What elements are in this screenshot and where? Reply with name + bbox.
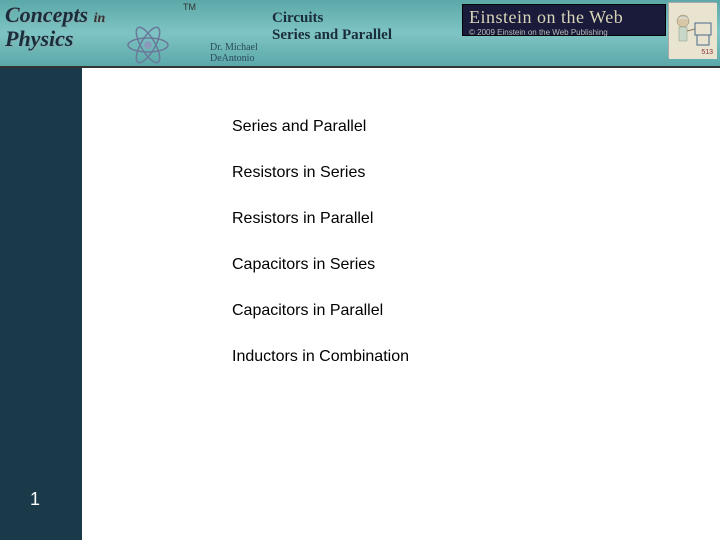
list-item: Capacitors in Parallel	[232, 302, 409, 320]
list-item: Resistors in Series	[232, 164, 409, 182]
logo-word-in: in	[94, 11, 106, 26]
list-item: Resistors in Parallel	[232, 210, 409, 228]
list-item: Series and Parallel	[232, 118, 409, 136]
header-banner: Concepts in Physics TM Circuits Series a…	[0, 0, 720, 68]
content-area: Series and Parallel Resistors in Series …	[82, 68, 720, 540]
title-line2: Series and Parallel	[272, 27, 392, 44]
title-line1: Circuits	[272, 10, 392, 27]
atom-icon	[125, 22, 171, 68]
left-sidebar	[0, 68, 82, 540]
topic-list: Series and Parallel Resistors in Series …	[232, 118, 409, 394]
trademark-symbol: TM	[183, 2, 196, 12]
logo-word-concepts: Concepts	[5, 2, 88, 27]
einstein-title: Einstein on the Web	[469, 7, 659, 28]
einstein-number: 513	[701, 49, 713, 56]
page-title: Circuits Series and Parallel	[272, 10, 392, 44]
page-number: 1	[30, 489, 40, 510]
list-item: Capacitors in Series	[232, 256, 409, 274]
author-name: Dr. Michael DeAntonio	[210, 42, 258, 64]
author-line1: Dr. Michael	[210, 42, 258, 53]
einstein-banner: Einstein on the Web © 2009 Einstein on t…	[462, 4, 666, 36]
einstein-illustration: 513	[668, 2, 716, 58]
list-item: Inductors in Combination	[232, 348, 409, 366]
author-line2: DeAntonio	[210, 53, 258, 64]
einstein-copyright: © 2009 Einstein on the Web Publishing	[469, 28, 659, 37]
